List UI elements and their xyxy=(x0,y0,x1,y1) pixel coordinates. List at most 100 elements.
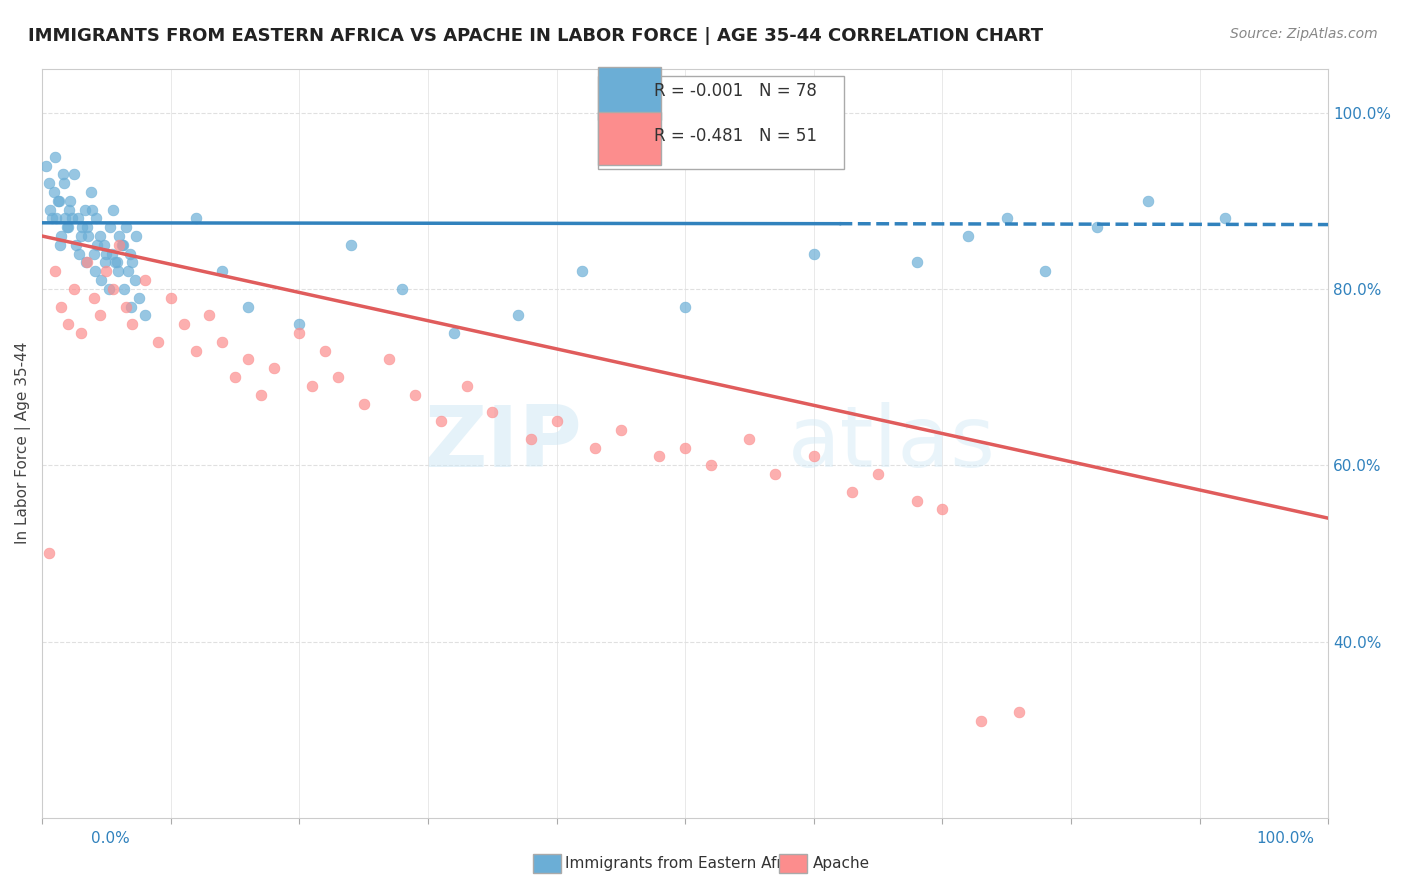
Point xyxy=(1085,220,1108,235)
Point xyxy=(931,502,953,516)
Point xyxy=(63,167,86,181)
Point xyxy=(105,255,128,269)
Point xyxy=(83,291,105,305)
Point xyxy=(45,211,67,226)
Point xyxy=(124,273,146,287)
Point xyxy=(224,370,246,384)
Text: 0.0%: 0.0% xyxy=(91,831,131,846)
Point xyxy=(236,300,259,314)
Point xyxy=(56,317,79,331)
Point xyxy=(112,237,135,252)
Point xyxy=(73,202,96,217)
Point xyxy=(404,388,426,402)
Point xyxy=(114,220,136,235)
Point xyxy=(905,255,928,269)
Point xyxy=(96,246,118,260)
Point xyxy=(314,343,336,358)
Point xyxy=(112,282,135,296)
Point xyxy=(53,176,76,190)
Point xyxy=(121,255,143,269)
Point xyxy=(249,388,271,402)
Point xyxy=(46,194,69,208)
Point xyxy=(98,220,121,235)
Point xyxy=(803,246,825,260)
Point xyxy=(53,211,76,226)
Point xyxy=(89,229,111,244)
Point xyxy=(648,450,671,464)
Point xyxy=(114,300,136,314)
Point xyxy=(1213,211,1236,226)
Point xyxy=(76,220,98,235)
Point xyxy=(38,176,60,190)
Point xyxy=(520,432,543,446)
Text: R = -0.001   N = 78: R = -0.001 N = 78 xyxy=(654,82,817,100)
Point xyxy=(48,194,70,208)
Point xyxy=(41,211,63,226)
Point xyxy=(546,414,568,428)
Point xyxy=(90,273,112,287)
Point xyxy=(481,405,503,419)
Point xyxy=(63,282,86,296)
Point xyxy=(101,282,124,296)
Point xyxy=(866,467,889,481)
Point xyxy=(38,202,60,217)
Point xyxy=(60,211,83,226)
Point xyxy=(1033,264,1056,278)
Point xyxy=(186,343,208,358)
Point xyxy=(970,714,993,728)
Text: 100.0%: 100.0% xyxy=(1257,831,1315,846)
Point xyxy=(65,237,87,252)
Point xyxy=(429,414,451,428)
Point xyxy=(583,441,606,455)
Point xyxy=(134,309,156,323)
Point xyxy=(76,255,98,269)
Point xyxy=(89,309,111,323)
Y-axis label: In Labor Force | Age 35-44: In Labor Force | Age 35-44 xyxy=(15,342,31,544)
Point xyxy=(211,264,233,278)
Point xyxy=(75,255,97,269)
Point xyxy=(80,185,103,199)
Point xyxy=(353,396,375,410)
Point xyxy=(610,423,633,437)
Point xyxy=(236,352,259,367)
Point xyxy=(121,317,143,331)
Point xyxy=(70,220,93,235)
Point xyxy=(84,211,107,226)
Point xyxy=(58,202,80,217)
Point xyxy=(146,334,169,349)
Point xyxy=(339,237,361,252)
Point xyxy=(506,309,529,323)
Point xyxy=(456,379,478,393)
Text: atlas: atlas xyxy=(787,401,995,484)
Point xyxy=(128,291,150,305)
Point xyxy=(86,237,108,252)
Point xyxy=(69,326,91,340)
Point xyxy=(673,441,696,455)
Point xyxy=(77,229,100,244)
Text: Source: ZipAtlas.com: Source: ZipAtlas.com xyxy=(1230,27,1378,41)
Point xyxy=(326,370,349,384)
Text: R = -0.481   N = 51: R = -0.481 N = 51 xyxy=(654,127,817,145)
Point xyxy=(301,379,323,393)
Point xyxy=(98,282,121,296)
Point xyxy=(82,202,104,217)
Point xyxy=(118,246,141,260)
Point xyxy=(93,237,115,252)
Point xyxy=(111,237,134,252)
Point xyxy=(69,229,91,244)
Point xyxy=(125,229,148,244)
Point xyxy=(288,326,311,340)
Point xyxy=(738,432,761,446)
Point xyxy=(159,291,181,305)
Point xyxy=(1137,194,1160,208)
Point xyxy=(107,264,129,278)
Point xyxy=(44,264,66,278)
Point xyxy=(673,300,696,314)
Point xyxy=(378,352,401,367)
Point xyxy=(443,326,465,340)
Text: IMMIGRANTS FROM EASTERN AFRICA VS APACHE IN LABOR FORCE | AGE 35-44 CORRELATION : IMMIGRANTS FROM EASTERN AFRICA VS APACHE… xyxy=(28,27,1043,45)
Text: ZIP: ZIP xyxy=(425,401,582,484)
Point xyxy=(186,211,208,226)
Point xyxy=(117,264,139,278)
Point xyxy=(173,317,195,331)
